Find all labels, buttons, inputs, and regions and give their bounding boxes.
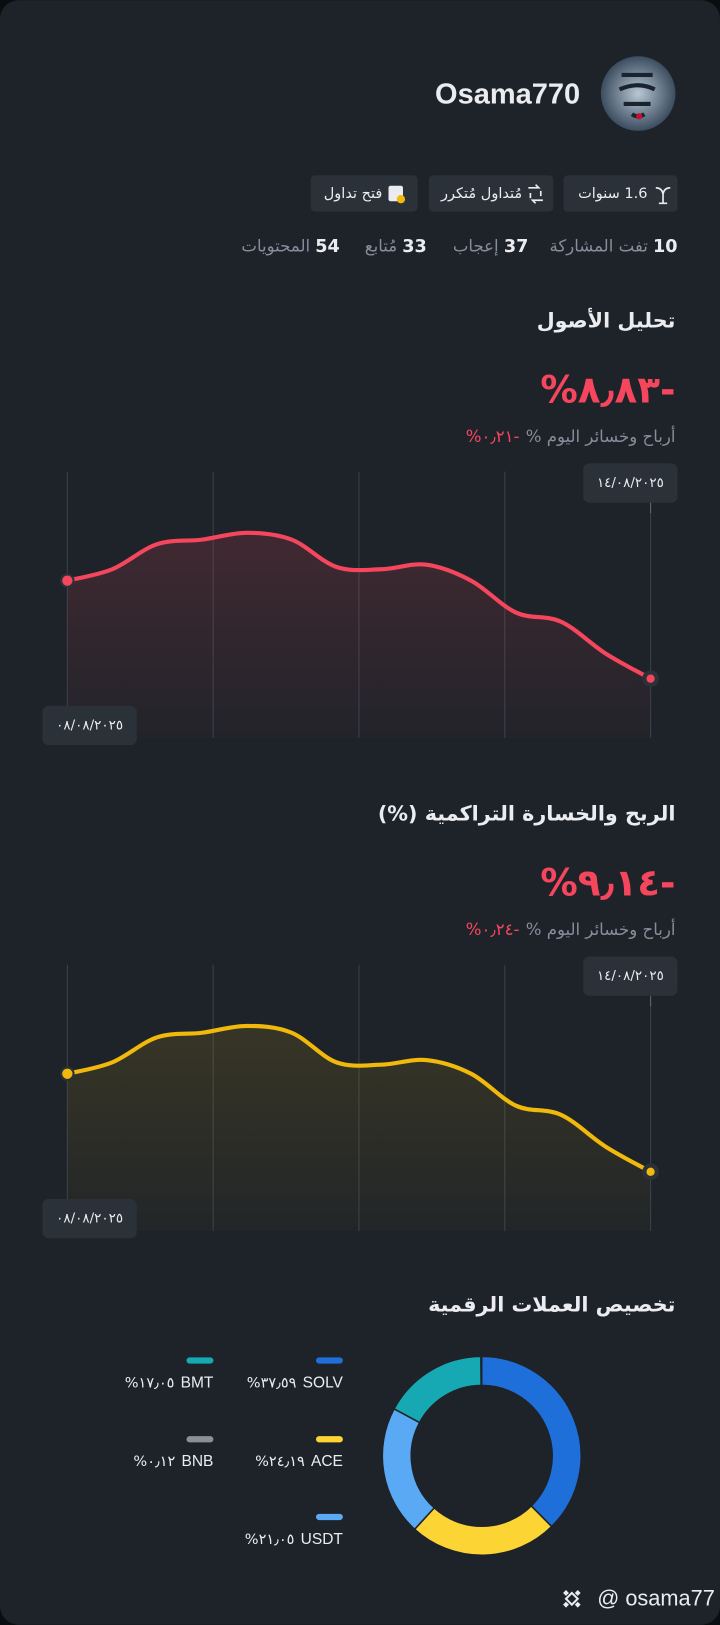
date-tooltip (583, 956, 678, 996)
avatar-art (618, 72, 656, 119)
subtitle: أرباح وخسائر اليوم % (526, 425, 676, 447)
legend-swatch (315, 1513, 343, 1521)
donut-segment (480, 1355, 483, 1387)
subtitle-value: %٠٫٢١- (466, 427, 520, 446)
line-area (67, 1025, 651, 1232)
date-tooltip (583, 463, 678, 503)
end-point (642, 670, 659, 687)
avatar[interactable] (600, 56, 676, 131)
legend-name: SOLV (303, 1374, 344, 1391)
stat-label: المحتويات (241, 236, 310, 256)
badge-text: 1.6 سنوات (578, 186, 647, 202)
stat-value: 10 (653, 237, 678, 257)
date-label: ٠٨/٠٨/٢٠٢٥ (56, 718, 123, 733)
subtitle-value: %٠٫٢٤- (466, 920, 520, 939)
donut-segment (480, 1355, 582, 1528)
section-title: الربح والخسارة التراكمية (%) (378, 802, 676, 826)
line (65, 1023, 653, 1174)
user-name: Osama770 (435, 78, 580, 110)
legend-name: USDT (301, 1531, 344, 1548)
badge-text: مُتداول مُتكرر (440, 186, 522, 202)
legend-swatch (315, 1357, 343, 1364)
stat-value: 33 (402, 237, 427, 257)
end-point (60, 573, 75, 588)
stat-label: إعجاب (453, 236, 499, 255)
legend-value: %١٧٫٠٥ (125, 1375, 175, 1391)
section-title: تخصيص العملات الرقمية (428, 1293, 675, 1317)
badge-icon (396, 195, 406, 204)
date-label: ٠٨/٠٨/٢٠٢٥ (56, 1212, 123, 1227)
stat-value: 54 (315, 237, 340, 257)
badge (428, 175, 554, 212)
date-tooltip (42, 1198, 137, 1239)
legend-value: %٠٫١٢ (133, 1454, 175, 1470)
date-label: ١٤/٠٨/٢٠٢٥ (597, 969, 664, 984)
date-tooltip (42, 705, 137, 746)
end-point (60, 1066, 75, 1082)
legend-swatch (186, 1357, 214, 1364)
legend-name: BMT (181, 1374, 214, 1391)
legend-value: %٣٧٫٥٩ (247, 1375, 297, 1391)
subtitle: أرباح وخسائر اليوم % (526, 918, 676, 940)
legend-swatch (186, 1436, 214, 1443)
badge (563, 175, 678, 212)
end-point (642, 1163, 659, 1181)
stat-label: تفت المشاركة (550, 236, 649, 256)
badge-text: فتح تداول (324, 186, 383, 202)
badge-icon (655, 186, 671, 205)
avatar-art (636, 113, 643, 120)
legend-name: ACE (311, 1453, 343, 1470)
stat-value: 37 (504, 237, 529, 257)
section-title: تحليل الأصول (537, 306, 676, 332)
legend-name: BNB (182, 1453, 214, 1470)
footer-handle: @ osama77 (597, 1586, 715, 1611)
stat-label: مُتابع (365, 236, 397, 256)
legend-value: %٢١٫٠٥ (245, 1532, 295, 1548)
legend-value: %٢٤٫١٩ (255, 1454, 305, 1470)
line-area (67, 532, 651, 738)
badge (310, 175, 418, 212)
headline-value: %٩٫١٤- (540, 861, 675, 905)
headline-value: %٨٫٨٣- (540, 367, 675, 411)
legend-swatch (315, 1436, 343, 1443)
date-label: ١٤/٠٨/٢٠٢٥ (597, 476, 664, 491)
badge-icon (528, 184, 543, 204)
line (65, 530, 653, 681)
